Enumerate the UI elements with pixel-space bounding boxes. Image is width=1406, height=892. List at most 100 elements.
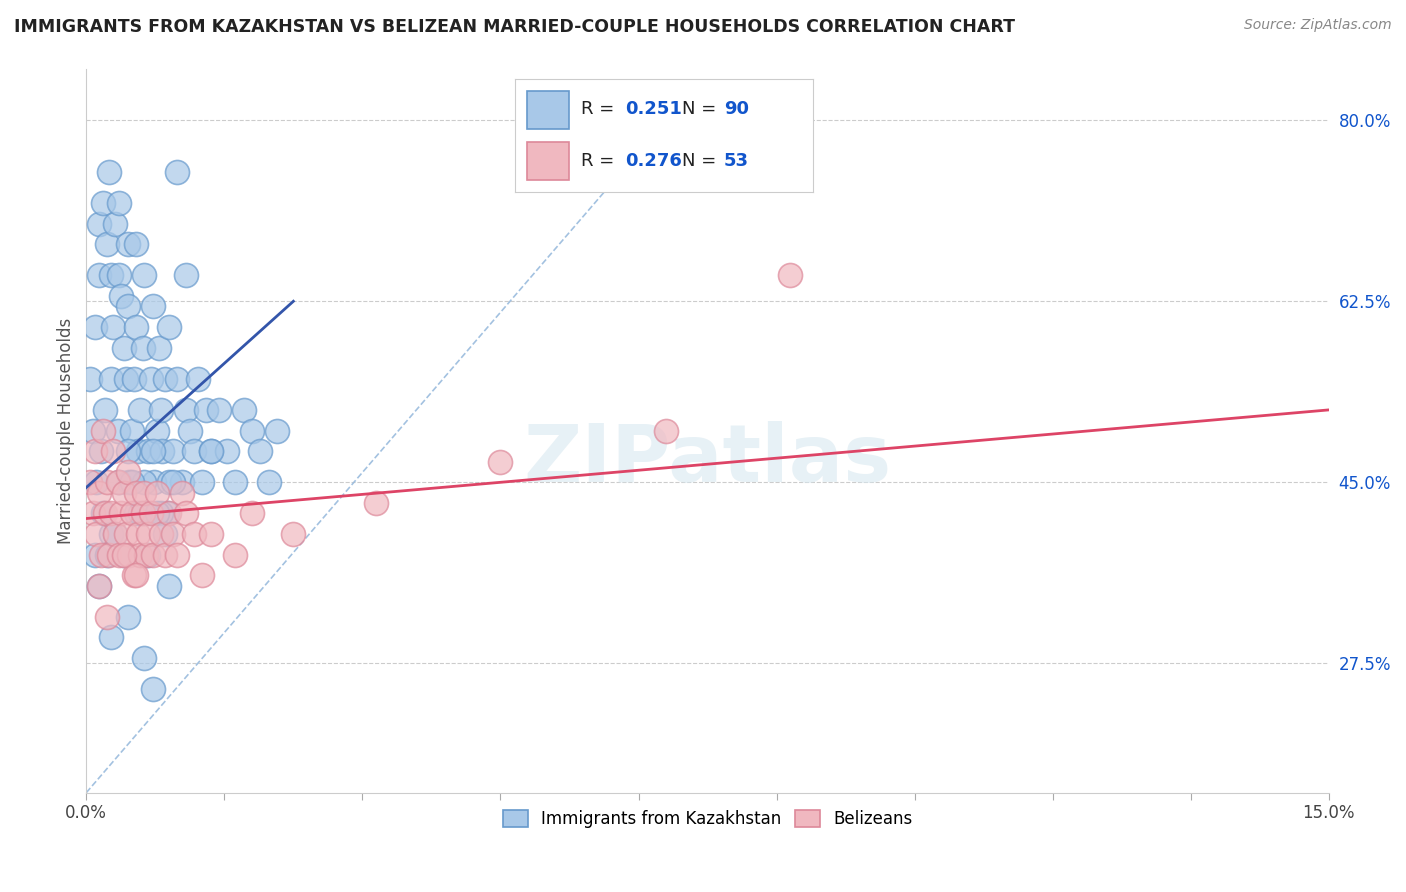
Point bbox=[84, 527, 107, 541]
Point bbox=[138, 548, 160, 562]
Point bbox=[112, 341, 135, 355]
Point bbox=[135, 506, 157, 520]
Point bbox=[129, 403, 152, 417]
Point bbox=[157, 475, 180, 490]
Point bbox=[91, 506, 114, 520]
Point bbox=[135, 548, 157, 562]
Point bbox=[118, 548, 141, 562]
Point bbox=[100, 372, 122, 386]
Point bbox=[655, 424, 678, 438]
Point bbox=[170, 485, 193, 500]
Point bbox=[366, 496, 388, 510]
Point bbox=[117, 609, 139, 624]
Point bbox=[107, 424, 129, 438]
Point bbox=[121, 424, 143, 438]
Point bbox=[82, 424, 104, 438]
Point bbox=[200, 527, 222, 541]
Point bbox=[131, 506, 153, 520]
Point bbox=[162, 444, 184, 458]
Point bbox=[127, 444, 149, 458]
Point bbox=[110, 289, 132, 303]
Point bbox=[108, 268, 131, 283]
Point bbox=[96, 609, 118, 624]
Point bbox=[157, 579, 180, 593]
Point bbox=[91, 196, 114, 211]
Point bbox=[217, 444, 239, 458]
Point bbox=[142, 300, 165, 314]
Point bbox=[283, 527, 305, 541]
Point bbox=[100, 527, 122, 541]
Point bbox=[91, 424, 114, 438]
Point bbox=[79, 372, 101, 386]
Point bbox=[98, 165, 121, 179]
Point bbox=[93, 403, 115, 417]
Point bbox=[117, 300, 139, 314]
Point bbox=[87, 217, 110, 231]
Point bbox=[124, 568, 146, 582]
Point bbox=[224, 475, 246, 490]
Point bbox=[142, 548, 165, 562]
Point bbox=[121, 475, 143, 490]
Point bbox=[134, 485, 156, 500]
Point bbox=[145, 485, 167, 500]
Point bbox=[139, 506, 162, 520]
Point bbox=[149, 403, 172, 417]
Point bbox=[107, 475, 129, 490]
Y-axis label: Married-couple Households: Married-couple Households bbox=[58, 318, 75, 544]
Point bbox=[98, 548, 121, 562]
Point bbox=[145, 424, 167, 438]
Point bbox=[112, 485, 135, 500]
Point bbox=[138, 527, 160, 541]
Point bbox=[232, 403, 254, 417]
Point bbox=[145, 506, 167, 520]
Point bbox=[157, 320, 180, 334]
Point bbox=[200, 444, 222, 458]
Point bbox=[149, 506, 172, 520]
Point bbox=[117, 237, 139, 252]
Point bbox=[143, 475, 166, 490]
Point bbox=[187, 372, 209, 386]
Point bbox=[153, 372, 176, 386]
Point bbox=[131, 341, 153, 355]
Point bbox=[112, 548, 135, 562]
Point bbox=[183, 527, 205, 541]
Point bbox=[249, 444, 271, 458]
Point bbox=[129, 548, 152, 562]
Point bbox=[195, 403, 218, 417]
Legend: Immigrants from Kazakhstan, Belizeans: Immigrants from Kazakhstan, Belizeans bbox=[496, 804, 920, 835]
Point bbox=[174, 268, 197, 283]
Point bbox=[87, 579, 110, 593]
Point bbox=[87, 485, 110, 500]
Point bbox=[117, 444, 139, 458]
Point bbox=[166, 165, 188, 179]
Point bbox=[142, 444, 165, 458]
Point bbox=[93, 506, 115, 520]
Point bbox=[153, 527, 176, 541]
Point bbox=[101, 320, 124, 334]
Point bbox=[138, 444, 160, 458]
Point bbox=[101, 444, 124, 458]
Point bbox=[153, 548, 176, 562]
Point bbox=[112, 548, 135, 562]
Point bbox=[115, 372, 138, 386]
Point bbox=[124, 372, 146, 386]
Point bbox=[117, 465, 139, 479]
Point bbox=[90, 444, 112, 458]
Point bbox=[183, 444, 205, 458]
Point bbox=[90, 548, 112, 562]
Point bbox=[96, 548, 118, 562]
Point bbox=[115, 527, 138, 541]
Point bbox=[489, 455, 512, 469]
Point bbox=[191, 475, 214, 490]
Point bbox=[240, 424, 263, 438]
Point bbox=[104, 527, 127, 541]
Point bbox=[125, 237, 148, 252]
Point bbox=[125, 485, 148, 500]
Point bbox=[156, 506, 179, 520]
Text: IMMIGRANTS FROM KAZAKHSTAN VS BELIZEAN MARRIED-COUPLE HOUSEHOLDS CORRELATION CHA: IMMIGRANTS FROM KAZAKHSTAN VS BELIZEAN M… bbox=[14, 18, 1015, 36]
Point bbox=[134, 475, 156, 490]
Point bbox=[118, 475, 141, 490]
Point bbox=[134, 268, 156, 283]
Point bbox=[166, 372, 188, 386]
Point bbox=[108, 196, 131, 211]
